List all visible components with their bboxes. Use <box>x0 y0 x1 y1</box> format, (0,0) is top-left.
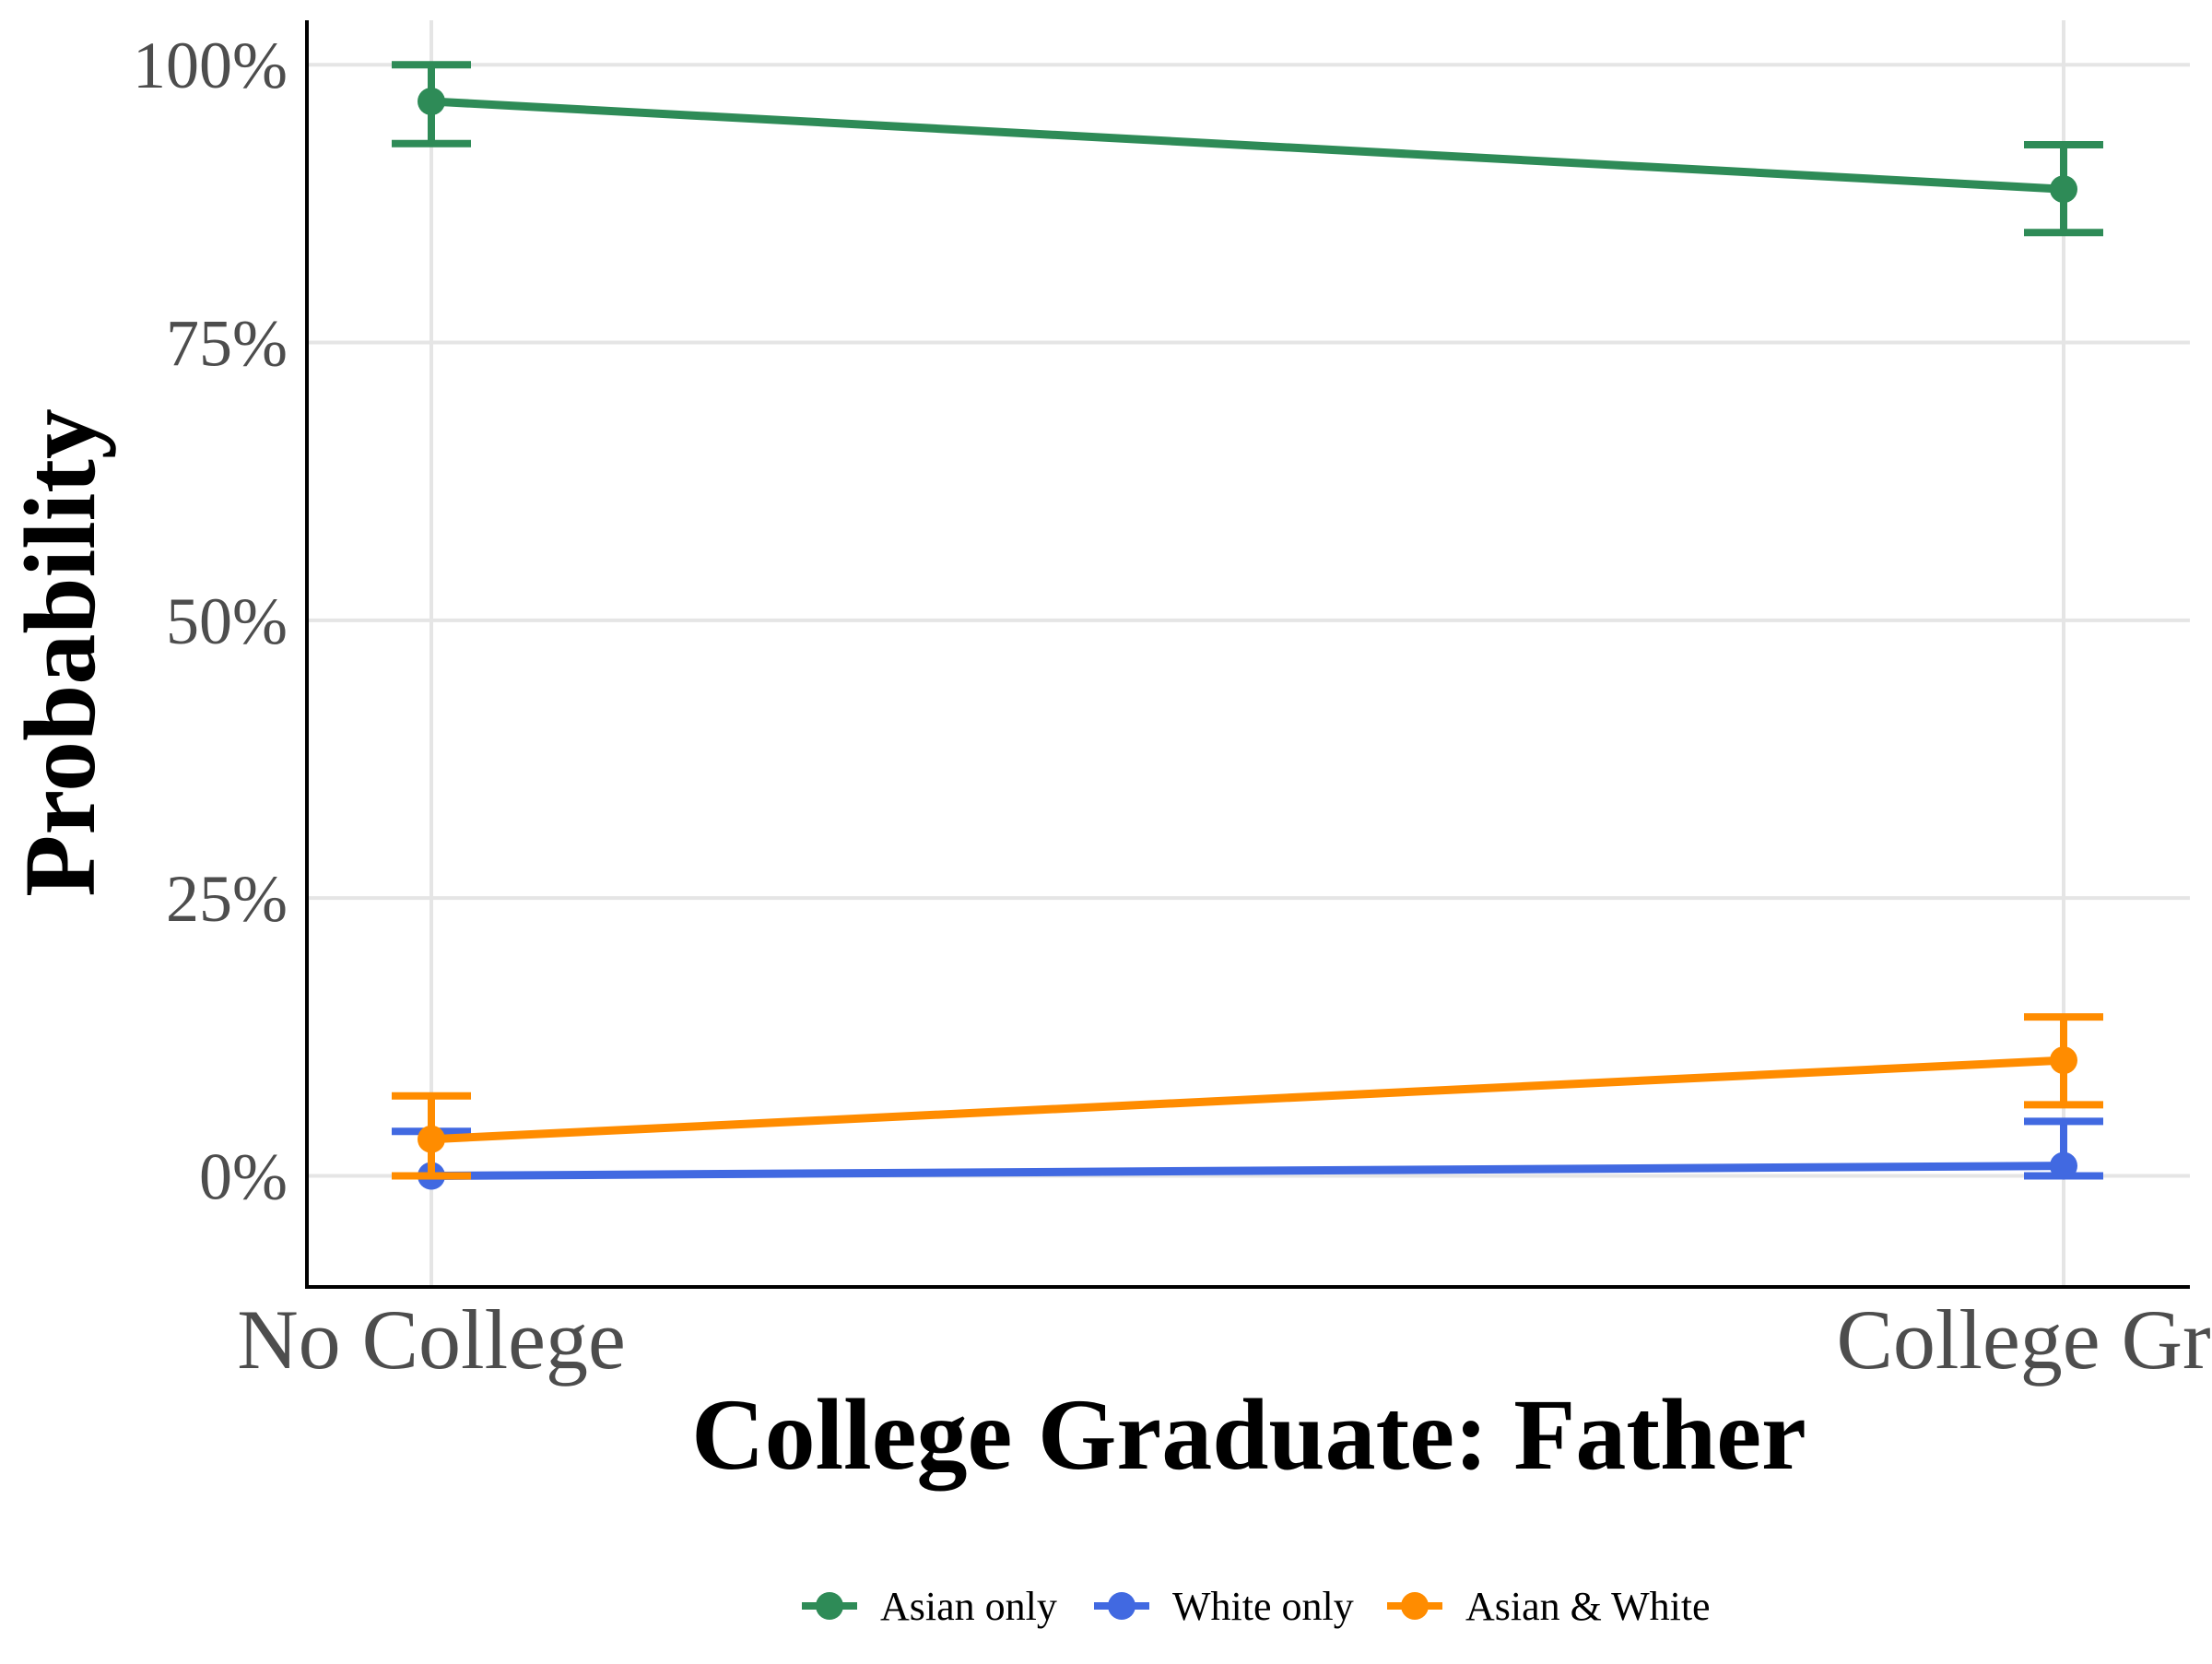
series-layer <box>392 61 2103 1190</box>
legend-key-point <box>816 1592 843 1620</box>
series-line <box>430 97 2065 194</box>
data-point <box>2050 175 2077 204</box>
series-line <box>430 1056 2065 1144</box>
x-axis-title: College Graduate: Father <box>691 1378 1806 1491</box>
data-point <box>2050 1151 2077 1180</box>
axes-layer <box>305 20 2190 1289</box>
data-point <box>2050 1046 2077 1075</box>
series-line <box>430 1162 2065 1180</box>
legend-item: White only <box>1094 1584 1354 1629</box>
x-tick-label: College Grad <box>1836 1292 2212 1387</box>
legend-item: Asian & White <box>1387 1584 1711 1629</box>
data-point <box>418 87 445 115</box>
y-axis-title: Probability <box>4 408 116 897</box>
y-tick-label: 25% <box>166 862 288 936</box>
legend: Asian only White only Asian & White <box>802 1584 1711 1629</box>
legend-label: Asian only <box>880 1584 1057 1629</box>
legend-item: Asian only <box>802 1584 1057 1629</box>
y-tick-label: 50% <box>166 584 288 658</box>
legend-key-point <box>1108 1592 1135 1620</box>
y-tick-label: 100% <box>133 29 288 102</box>
x-tick-labels: No College College Grad <box>237 1292 2212 1387</box>
series-0 <box>392 61 2103 237</box>
y-tick-label: 75% <box>166 307 288 381</box>
legend-label: White only <box>1172 1584 1354 1629</box>
data-point <box>418 1125 445 1153</box>
legend-key-point <box>1401 1592 1429 1620</box>
x-tick-label: No College <box>237 1292 626 1387</box>
legend-label: Asian & White <box>1465 1584 1711 1629</box>
y-tick-label: 0% <box>199 1139 288 1213</box>
series-2 <box>392 1013 2103 1180</box>
y-tick-labels: 0% 25% 50% 75% 100% <box>133 29 288 1213</box>
